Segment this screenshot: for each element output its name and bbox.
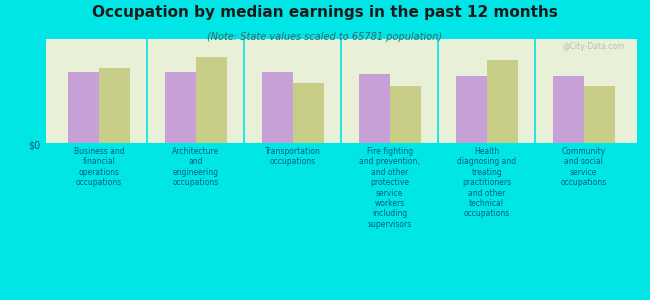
Text: Occupation by median earnings in the past 12 months: Occupation by median earnings in the pas…	[92, 4, 558, 20]
Text: Health
diagnosing and
treating
practitioners
and other
technical
occupations: Health diagnosing and treating practitio…	[457, 147, 516, 218]
Text: @City-Data.com: @City-Data.com	[563, 42, 625, 51]
Text: Architecture
and
engineering
occupations: Architecture and engineering occupations	[172, 147, 220, 187]
Bar	[584, 86, 615, 144]
Text: Business and
financial
operations
occupations: Business and financial operations occupa…	[73, 147, 124, 187]
Bar	[262, 72, 292, 144]
Bar	[456, 76, 487, 144]
Text: (Note: State values scaled to 65781 population): (Note: State values scaled to 65781 popu…	[207, 32, 443, 41]
Bar	[164, 72, 196, 144]
Bar	[99, 68, 130, 144]
Bar	[487, 60, 518, 144]
Text: Fire fighting
and prevention,
and other
protective
service
workers
including
sup: Fire fighting and prevention, and other …	[359, 147, 420, 229]
Text: Transportation
occupations: Transportation occupations	[265, 147, 320, 167]
Bar	[359, 74, 390, 144]
Bar	[390, 86, 421, 144]
Bar	[552, 76, 584, 144]
Bar	[292, 83, 324, 144]
Bar	[68, 72, 99, 144]
Text: Community
and social
service
occupations: Community and social service occupations	[560, 147, 607, 187]
Bar	[196, 56, 227, 144]
